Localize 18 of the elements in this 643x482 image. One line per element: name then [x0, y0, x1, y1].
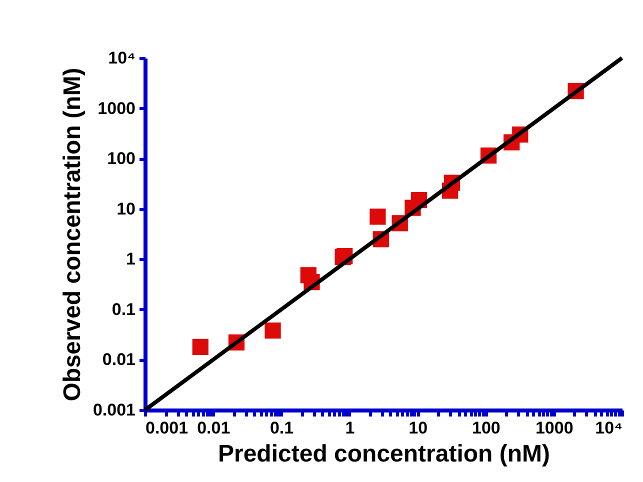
x-tick-label: 0.1: [270, 418, 294, 438]
y-tick-label: 10⁴: [108, 48, 136, 68]
y-tick-label: 0.1: [112, 300, 136, 319]
x-tick-label: 0.001: [146, 418, 188, 438]
x-tick-label: 10⁴: [595, 418, 622, 438]
x-tick-label: 0.01: [197, 418, 230, 438]
y-tick-label: 1000: [98, 98, 136, 118]
x-tick-label: 100: [472, 418, 500, 438]
y-tick-label: 10: [116, 199, 136, 218]
y-tick-label: 100: [107, 149, 136, 168]
x-tick-label: 10: [408, 418, 428, 438]
x-tick-label: 1: [345, 418, 355, 438]
y-tick-label: 0.001: [92, 400, 136, 420]
x-tick-label: 1000: [535, 418, 574, 438]
y-axis-title: Observed concentration (nM): [58, 68, 86, 402]
y-tick-label: 1: [126, 250, 136, 269]
y-tick-label: 0.01: [102, 350, 136, 370]
x-axis-title: Predicted concentration (nM): [218, 440, 550, 468]
